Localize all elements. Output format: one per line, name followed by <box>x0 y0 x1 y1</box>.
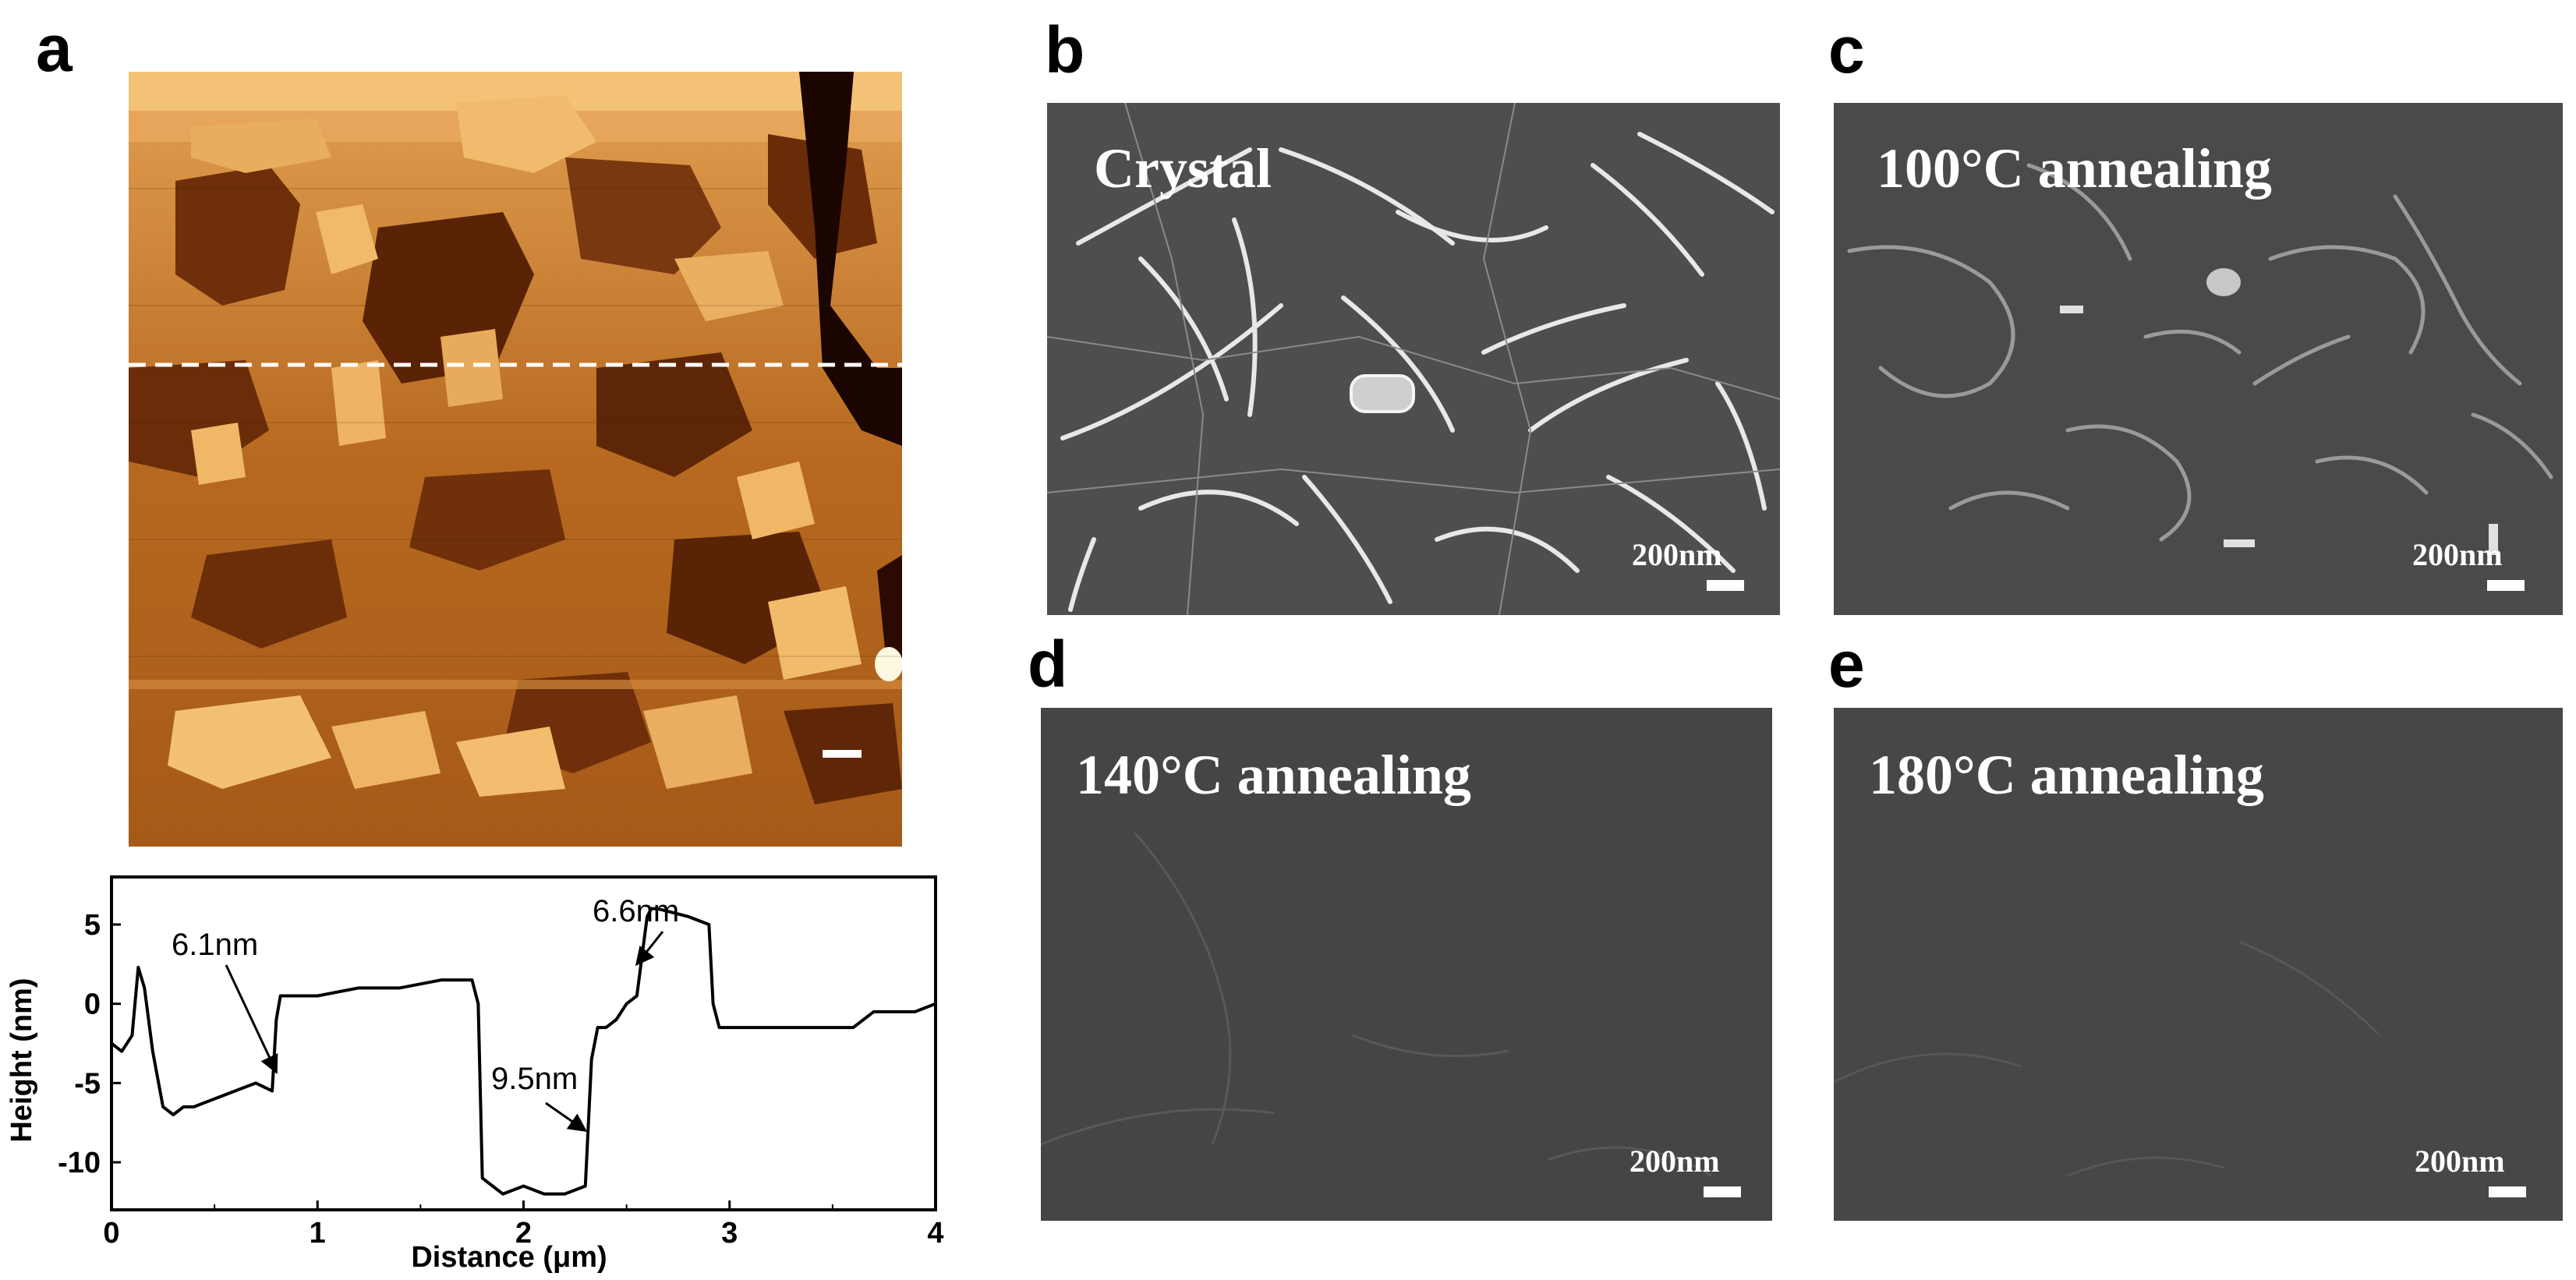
y-axis-title: Height (nm) <box>5 978 38 1142</box>
scale-text-d: 200nm <box>1629 1144 1720 1179</box>
y-tick-label-2: -5 <box>74 1067 101 1100</box>
scale-text-b: 200nm <box>1632 537 1722 572</box>
sem-crystal-texture <box>1047 103 1780 615</box>
y-tick-label-1: 0 <box>84 988 101 1021</box>
x-axis-title: Distance (μm) <box>411 1241 607 1274</box>
x-tick-label-3: 3 <box>721 1217 738 1250</box>
sem-180c-texture <box>1834 708 2563 1221</box>
sem-image-e: 180°C annealing 200nm <box>1834 708 2563 1221</box>
sem-image-b: Crystal 200nm <box>1047 103 1780 615</box>
scale-text-e: 200nm <box>2415 1144 2505 1179</box>
sem-140c-texture <box>1041 708 1772 1221</box>
scale-bar-c <box>2487 580 2525 591</box>
annotation-arrow-0 <box>225 964 278 1074</box>
height-profile-chart: 0 1 2 3 4 5 0 -5 -10 6.1nm 9.5nm 6.6nm Distance (μ… <box>0 865 967 1276</box>
annotation-label-1: 9.5nm <box>491 1062 578 1096</box>
annotation-label-2: 6.6nm <box>593 894 679 928</box>
x-tick-label-2: 2 <box>515 1217 532 1250</box>
sem-label-d: 140°C annealing <box>1076 744 1471 806</box>
x-tick-label-4: 4 <box>927 1217 943 1250</box>
scale-bar-e <box>2489 1186 2526 1197</box>
x-tick-label-0: 0 <box>103 1217 119 1250</box>
y-tick-label-0: 5 <box>84 909 101 942</box>
x-tick-label-1: 1 <box>310 1217 326 1250</box>
panel-letter-a: a <box>36 12 73 85</box>
sem-label-b: Crystal <box>1094 137 1272 200</box>
panel-letter-e: e <box>1828 628 1865 701</box>
scale-text-c: 200nm <box>2412 537 2503 572</box>
scale-bar-d <box>1704 1186 1741 1197</box>
sem-label-e: 180°C annealing <box>1869 744 2264 806</box>
sem-100c-texture <box>1834 103 2563 615</box>
afm-terrace-graphic <box>129 72 902 847</box>
scale-bar-b <box>1707 580 1744 591</box>
panel-letter-b: b <box>1045 13 1085 87</box>
annotation-arrow-2 <box>635 931 664 967</box>
afm-height-image <box>129 72 902 847</box>
panel-letter-d: d <box>1028 628 1068 701</box>
height-profile-line <box>110 907 936 1196</box>
sem-image-c: 100°C annealing 200nm <box>1834 103 2563 615</box>
sem-image-d: 140°C annealing 200nm <box>1041 708 1772 1221</box>
annotation-label-0: 6.1nm <box>172 928 258 962</box>
panel-letter-c: c <box>1828 13 1865 87</box>
sem-label-c: 100°C annealing <box>1877 137 2272 200</box>
height-profile-svg: 0 1 2 3 4 5 0 -5 -10 6.1nm 9.5nm 6.6nm Distance (μ… <box>5 875 944 1274</box>
annotation-arrow-1 <box>545 1101 588 1133</box>
y-tick-label-3: -10 <box>58 1147 101 1179</box>
